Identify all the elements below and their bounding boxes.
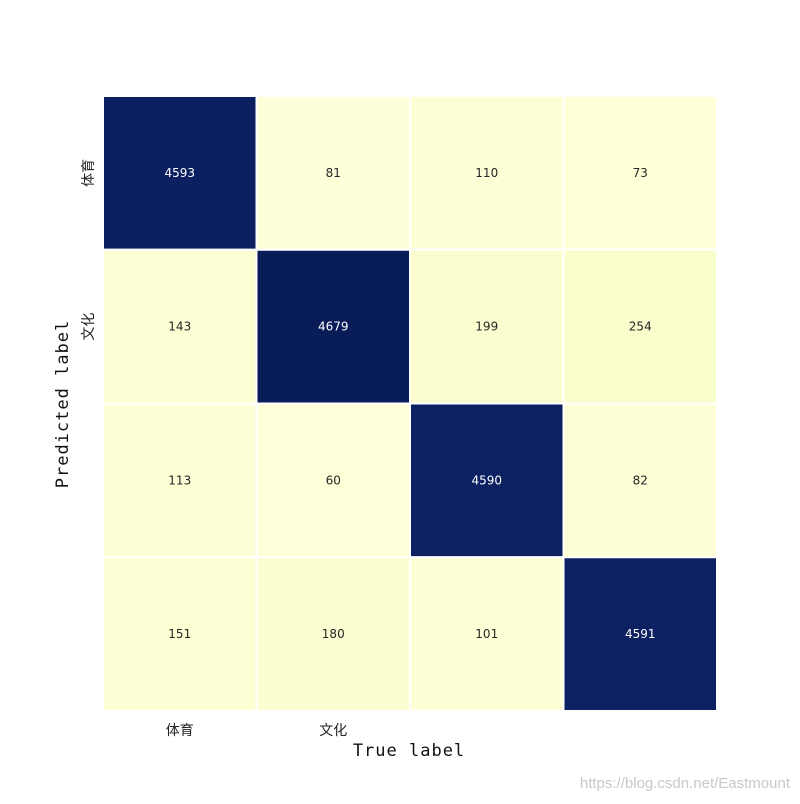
heatmap-cell-r3-c0 <box>102 556 258 712</box>
cell-value-r1-c3: 254 <box>629 320 652 334</box>
cell-value-r2-c2: 4590 <box>471 473 502 487</box>
cell-value-r3-c1: 180 <box>322 627 345 641</box>
cell-value-r2-c0: 113 <box>168 473 191 487</box>
heatmap-cell-values: 4593 81 110 73 143 4679 199 254 113 60 4590 82 151 18… <box>164 166 655 641</box>
x-tick-label-1: 文化 <box>319 723 347 739</box>
cell-value-r2-c3: 82 <box>633 473 648 487</box>
heatmap-cell-r1-c3 <box>562 248 718 405</box>
x-tick-labels: 体育 文化 <box>166 723 348 739</box>
y-tick-label-0: 体育 <box>81 159 97 187</box>
heatmap-cell-r0-c3 <box>562 95 718 251</box>
y-axis-label: Predicted label <box>53 320 73 489</box>
heatmap-cell-r2-c3 <box>562 402 718 559</box>
y-tick-label-1: 文化 <box>81 313 97 341</box>
cell-value-r3-c0: 151 <box>168 627 191 641</box>
cell-value-r2-c1: 60 <box>326 473 341 487</box>
heatmap-cells <box>102 95 718 712</box>
heatmap-cell-r0-c1 <box>255 95 411 251</box>
heatmap-cell-r2-c1 <box>255 402 411 559</box>
cell-value-r0-c3: 73 <box>633 166 648 180</box>
cell-value-r0-c0: 4593 <box>164 166 195 180</box>
cell-value-r1-c2: 199 <box>475 320 498 334</box>
x-tick-label-0: 体育 <box>166 723 194 739</box>
watermark: https://blog.csdn.net/Eastmount <box>579 775 790 792</box>
heatmap-cell-r0-c2 <box>409 95 565 251</box>
cell-value-r1-c1: 4679 <box>318 320 349 334</box>
heatmap-cell-r3-c1 <box>255 556 411 712</box>
heatmap-cell-r3-c3 <box>562 556 718 712</box>
cell-value-r3-c3: 4591 <box>625 627 656 641</box>
cell-value-r1-c0: 143 <box>168 320 191 334</box>
heatmap-cell-r0-c0 <box>102 95 258 251</box>
cell-value-r0-c1: 81 <box>326 166 341 180</box>
cell-value-r3-c2: 101 <box>475 627 498 641</box>
heatmap-cell-r1-c1 <box>255 248 411 405</box>
heatmap-cell-r1-c0 <box>102 248 258 405</box>
x-axis-label: True label <box>353 741 465 761</box>
cell-value-r0-c2: 110 <box>475 166 498 180</box>
